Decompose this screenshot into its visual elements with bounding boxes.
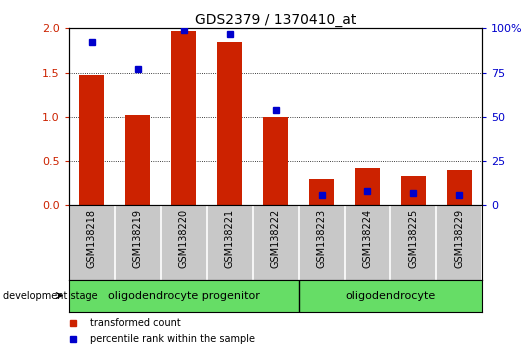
Bar [355, 168, 380, 205]
Text: transformed count: transformed count [90, 318, 180, 328]
Text: percentile rank within the sample: percentile rank within the sample [90, 334, 254, 344]
Text: GSM138229: GSM138229 [454, 209, 464, 268]
Bar [401, 176, 426, 205]
Text: oligodendrocyte progenitor: oligodendrocyte progenitor [108, 291, 260, 301]
Bar [309, 179, 334, 205]
Text: development stage: development stage [3, 291, 98, 301]
Text: GSM138219: GSM138219 [133, 209, 143, 268]
Bar [447, 170, 472, 205]
Bar [171, 31, 197, 205]
Bar [217, 42, 242, 205]
Text: GSM138225: GSM138225 [409, 209, 418, 268]
Text: GSM138218: GSM138218 [87, 209, 97, 268]
Text: oligodendrocyte: oligodendrocyte [346, 291, 436, 301]
Text: GSM138223: GSM138223 [316, 209, 326, 268]
Bar [80, 75, 104, 205]
Bar [125, 115, 151, 205]
Text: GSM138221: GSM138221 [225, 209, 235, 268]
Bar [263, 117, 288, 205]
Title: GDS2379 / 1370410_at: GDS2379 / 1370410_at [195, 13, 356, 27]
Text: GSM138224: GSM138224 [363, 209, 373, 268]
Text: GSM138222: GSM138222 [271, 209, 280, 268]
Text: GSM138220: GSM138220 [179, 209, 189, 268]
